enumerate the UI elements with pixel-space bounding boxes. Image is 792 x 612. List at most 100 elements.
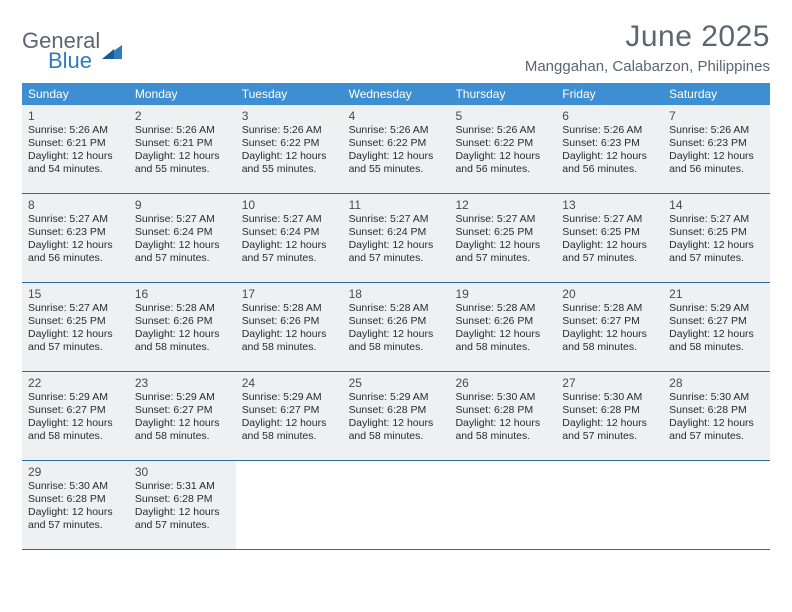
day-cell: 1Sunrise: 5:26 AMSunset: 6:21 PMDaylight… (22, 105, 129, 193)
weekday-header: Wednesday (343, 83, 450, 105)
day-number: 7 (667, 107, 766, 124)
sunset-line: Sunset: 6:25 PM (562, 226, 657, 239)
sunset-line: Sunset: 6:22 PM (242, 137, 337, 150)
day-number: 3 (240, 107, 339, 124)
sunrise-line: Sunrise: 5:31 AM (135, 480, 230, 493)
brand-logo: General Blue (22, 20, 122, 72)
sunrise-line: Sunrise: 5:27 AM (349, 213, 444, 226)
daylight-line: Daylight: 12 hours and 57 minutes. (28, 506, 123, 532)
sunset-line: Sunset: 6:22 PM (455, 137, 550, 150)
day-info: Sunrise: 5:30 AMSunset: 6:28 PMDaylight:… (453, 391, 552, 444)
sunset-line: Sunset: 6:27 PM (242, 404, 337, 417)
day-number: 27 (560, 374, 659, 391)
sunrise-line: Sunrise: 5:26 AM (135, 124, 230, 137)
daylight-line: Daylight: 12 hours and 58 minutes. (669, 328, 764, 354)
daylight-line: Daylight: 12 hours and 56 minutes. (28, 239, 123, 265)
sunset-line: Sunset: 6:27 PM (562, 315, 657, 328)
daylight-line: Daylight: 12 hours and 56 minutes. (455, 150, 550, 176)
day-cell: 12Sunrise: 5:27 AMSunset: 6:25 PMDayligh… (449, 194, 556, 282)
day-cell: 30Sunrise: 5:31 AMSunset: 6:28 PMDayligh… (129, 461, 236, 549)
day-number: 18 (347, 285, 446, 302)
sunrise-line: Sunrise: 5:26 AM (562, 124, 657, 137)
day-cell (343, 461, 450, 549)
day-info: Sunrise: 5:26 AMSunset: 6:22 PMDaylight:… (240, 124, 339, 177)
day-info: Sunrise: 5:30 AMSunset: 6:28 PMDaylight:… (560, 391, 659, 444)
header: General Blue June 2025 Manggahan, Calaba… (22, 20, 770, 75)
day-number: 29 (26, 463, 125, 480)
day-info: Sunrise: 5:30 AMSunset: 6:28 PMDaylight:… (667, 391, 766, 444)
sunset-line: Sunset: 6:28 PM (135, 493, 230, 506)
weekday-header: Monday (129, 83, 236, 105)
weeks-container: 1Sunrise: 5:26 AMSunset: 6:21 PMDaylight… (22, 105, 770, 550)
day-number: 16 (133, 285, 232, 302)
sunrise-line: Sunrise: 5:28 AM (455, 302, 550, 315)
sunset-line: Sunset: 6:27 PM (135, 404, 230, 417)
sunrise-line: Sunrise: 5:30 AM (455, 391, 550, 404)
sunrise-line: Sunrise: 5:27 AM (669, 213, 764, 226)
day-info: Sunrise: 5:28 AMSunset: 6:26 PMDaylight:… (347, 302, 446, 355)
day-cell: 29Sunrise: 5:30 AMSunset: 6:28 PMDayligh… (22, 461, 129, 549)
day-number: 4 (347, 107, 446, 124)
day-info: Sunrise: 5:29 AMSunset: 6:27 PMDaylight:… (667, 302, 766, 355)
daylight-line: Daylight: 12 hours and 56 minutes. (669, 150, 764, 176)
week-row: 22Sunrise: 5:29 AMSunset: 6:27 PMDayligh… (22, 372, 770, 461)
sunrise-line: Sunrise: 5:28 AM (349, 302, 444, 315)
day-cell: 9Sunrise: 5:27 AMSunset: 6:24 PMDaylight… (129, 194, 236, 282)
day-number: 21 (667, 285, 766, 302)
brand-text: General Blue (22, 30, 100, 72)
sunrise-line: Sunrise: 5:28 AM (242, 302, 337, 315)
day-cell: 27Sunrise: 5:30 AMSunset: 6:28 PMDayligh… (556, 372, 663, 460)
sunrise-line: Sunrise: 5:29 AM (669, 302, 764, 315)
day-info: Sunrise: 5:27 AMSunset: 6:25 PMDaylight:… (667, 213, 766, 266)
day-number: 13 (560, 196, 659, 213)
sunrise-line: Sunrise: 5:26 AM (349, 124, 444, 137)
day-cell: 3Sunrise: 5:26 AMSunset: 6:22 PMDaylight… (236, 105, 343, 193)
day-number: 2 (133, 107, 232, 124)
day-info: Sunrise: 5:28 AMSunset: 6:26 PMDaylight:… (453, 302, 552, 355)
weekday-header: Friday (556, 83, 663, 105)
day-info: Sunrise: 5:29 AMSunset: 6:28 PMDaylight:… (347, 391, 446, 444)
day-cell: 20Sunrise: 5:28 AMSunset: 6:27 PMDayligh… (556, 283, 663, 371)
day-cell: 16Sunrise: 5:28 AMSunset: 6:26 PMDayligh… (129, 283, 236, 371)
day-info: Sunrise: 5:27 AMSunset: 6:24 PMDaylight:… (133, 213, 232, 266)
sunrise-line: Sunrise: 5:27 AM (242, 213, 337, 226)
day-number: 22 (26, 374, 125, 391)
week-row: 29Sunrise: 5:30 AMSunset: 6:28 PMDayligh… (22, 461, 770, 550)
day-number: 14 (667, 196, 766, 213)
day-number: 12 (453, 196, 552, 213)
sunrise-line: Sunrise: 5:29 AM (28, 391, 123, 404)
sunrise-line: Sunrise: 5:27 AM (28, 302, 123, 315)
sunset-line: Sunset: 6:26 PM (135, 315, 230, 328)
sunset-line: Sunset: 6:24 PM (242, 226, 337, 239)
sunrise-line: Sunrise: 5:30 AM (669, 391, 764, 404)
day-cell: 13Sunrise: 5:27 AMSunset: 6:25 PMDayligh… (556, 194, 663, 282)
sunrise-line: Sunrise: 5:26 AM (28, 124, 123, 137)
day-number: 10 (240, 196, 339, 213)
weekday-header: Tuesday (236, 83, 343, 105)
day-info: Sunrise: 5:29 AMSunset: 6:27 PMDaylight:… (26, 391, 125, 444)
day-cell (449, 461, 556, 549)
brand-triangle-icon (102, 45, 122, 59)
day-cell: 6Sunrise: 5:26 AMSunset: 6:23 PMDaylight… (556, 105, 663, 193)
daylight-line: Daylight: 12 hours and 57 minutes. (669, 417, 764, 443)
day-number: 23 (133, 374, 232, 391)
day-number: 6 (560, 107, 659, 124)
sunset-line: Sunset: 6:26 PM (455, 315, 550, 328)
day-info: Sunrise: 5:26 AMSunset: 6:22 PMDaylight:… (453, 124, 552, 177)
daylight-line: Daylight: 12 hours and 54 minutes. (28, 150, 123, 176)
day-info: Sunrise: 5:26 AMSunset: 6:21 PMDaylight:… (26, 124, 125, 177)
brand-word-2: Blue (48, 50, 100, 72)
sunrise-line: Sunrise: 5:29 AM (349, 391, 444, 404)
day-cell (556, 461, 663, 549)
title-block: June 2025 Manggahan, Calabarzon, Philipp… (525, 20, 770, 75)
daylight-line: Daylight: 12 hours and 58 minutes. (135, 417, 230, 443)
page-title: June 2025 (525, 20, 770, 54)
daylight-line: Daylight: 12 hours and 56 minutes. (562, 150, 657, 176)
sunset-line: Sunset: 6:26 PM (242, 315, 337, 328)
day-number: 19 (453, 285, 552, 302)
sunrise-line: Sunrise: 5:27 AM (455, 213, 550, 226)
daylight-line: Daylight: 12 hours and 58 minutes. (242, 328, 337, 354)
daylight-line: Daylight: 12 hours and 57 minutes. (562, 417, 657, 443)
sunset-line: Sunset: 6:24 PM (135, 226, 230, 239)
day-info: Sunrise: 5:29 AMSunset: 6:27 PMDaylight:… (240, 391, 339, 444)
